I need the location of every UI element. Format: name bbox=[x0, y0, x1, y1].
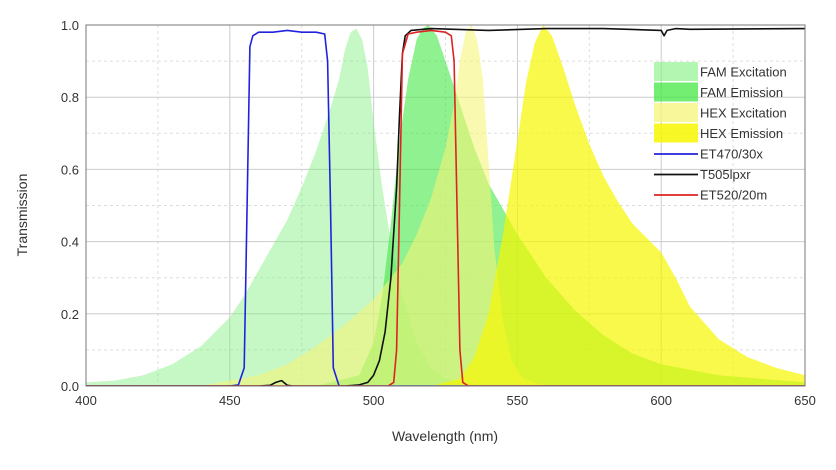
x-tick-label: 400 bbox=[75, 393, 97, 408]
legend: FAM Excitation FAM Emission HEX Excitation… bbox=[654, 62, 787, 203]
legend-swatch-hex-emission bbox=[654, 123, 698, 143]
x-tick-label: 500 bbox=[363, 393, 385, 408]
legend-swatch-fam-excitation bbox=[654, 62, 698, 81]
y-tick-label: 0.8 bbox=[61, 90, 79, 105]
x-tick-label: 600 bbox=[650, 393, 672, 408]
legend-label-fam-excitation: FAM Excitation bbox=[700, 65, 787, 80]
legend-label-hex-emission: HEX Emission bbox=[700, 126, 783, 141]
legend-swatch-fam-emission bbox=[654, 82, 698, 102]
x-tick-label: 650 bbox=[794, 393, 816, 408]
legend-swatch-hex-excitation bbox=[654, 103, 698, 122]
hex-emission-area bbox=[431, 25, 805, 386]
fam-excitation-area bbox=[86, 28, 805, 386]
y-tick-label: 1.0 bbox=[61, 18, 79, 33]
y-tick-label: 0.0 bbox=[61, 379, 79, 394]
legend-label-fam-emission: FAM Emission bbox=[700, 85, 783, 100]
x-tick-label: 450 bbox=[219, 393, 241, 408]
y-tick-label: 0.6 bbox=[61, 162, 79, 177]
legend-label-t505lpxr: T505lpxr bbox=[700, 167, 751, 182]
tick-labels: 400 450 500 550 600 650 0.0 0.2 0.4 0.6 0.8 1.0 bbox=[61, 18, 816, 408]
y-tick-label: 0.4 bbox=[61, 235, 79, 250]
y-axis-label: Transmission bbox=[14, 174, 30, 257]
y-tick-label: 0.2 bbox=[61, 307, 79, 322]
et470-30x-line bbox=[86, 29, 805, 386]
plot-frame bbox=[85, 24, 806, 387]
line-series-layer bbox=[86, 27, 805, 386]
area-series-layer bbox=[86, 25, 805, 386]
x-axis-label: Wavelength (nm) bbox=[392, 428, 498, 444]
t505lpxr-line bbox=[86, 27, 805, 386]
et520-20m-line bbox=[86, 29, 805, 386]
legend-label-et520-20m: ET520/20m bbox=[700, 188, 767, 203]
x-tick-label: 550 bbox=[507, 393, 529, 408]
legend-label-et470-30x: ET470/30x bbox=[700, 147, 763, 162]
legend-label-hex-excitation: HEX Excitation bbox=[700, 106, 787, 121]
